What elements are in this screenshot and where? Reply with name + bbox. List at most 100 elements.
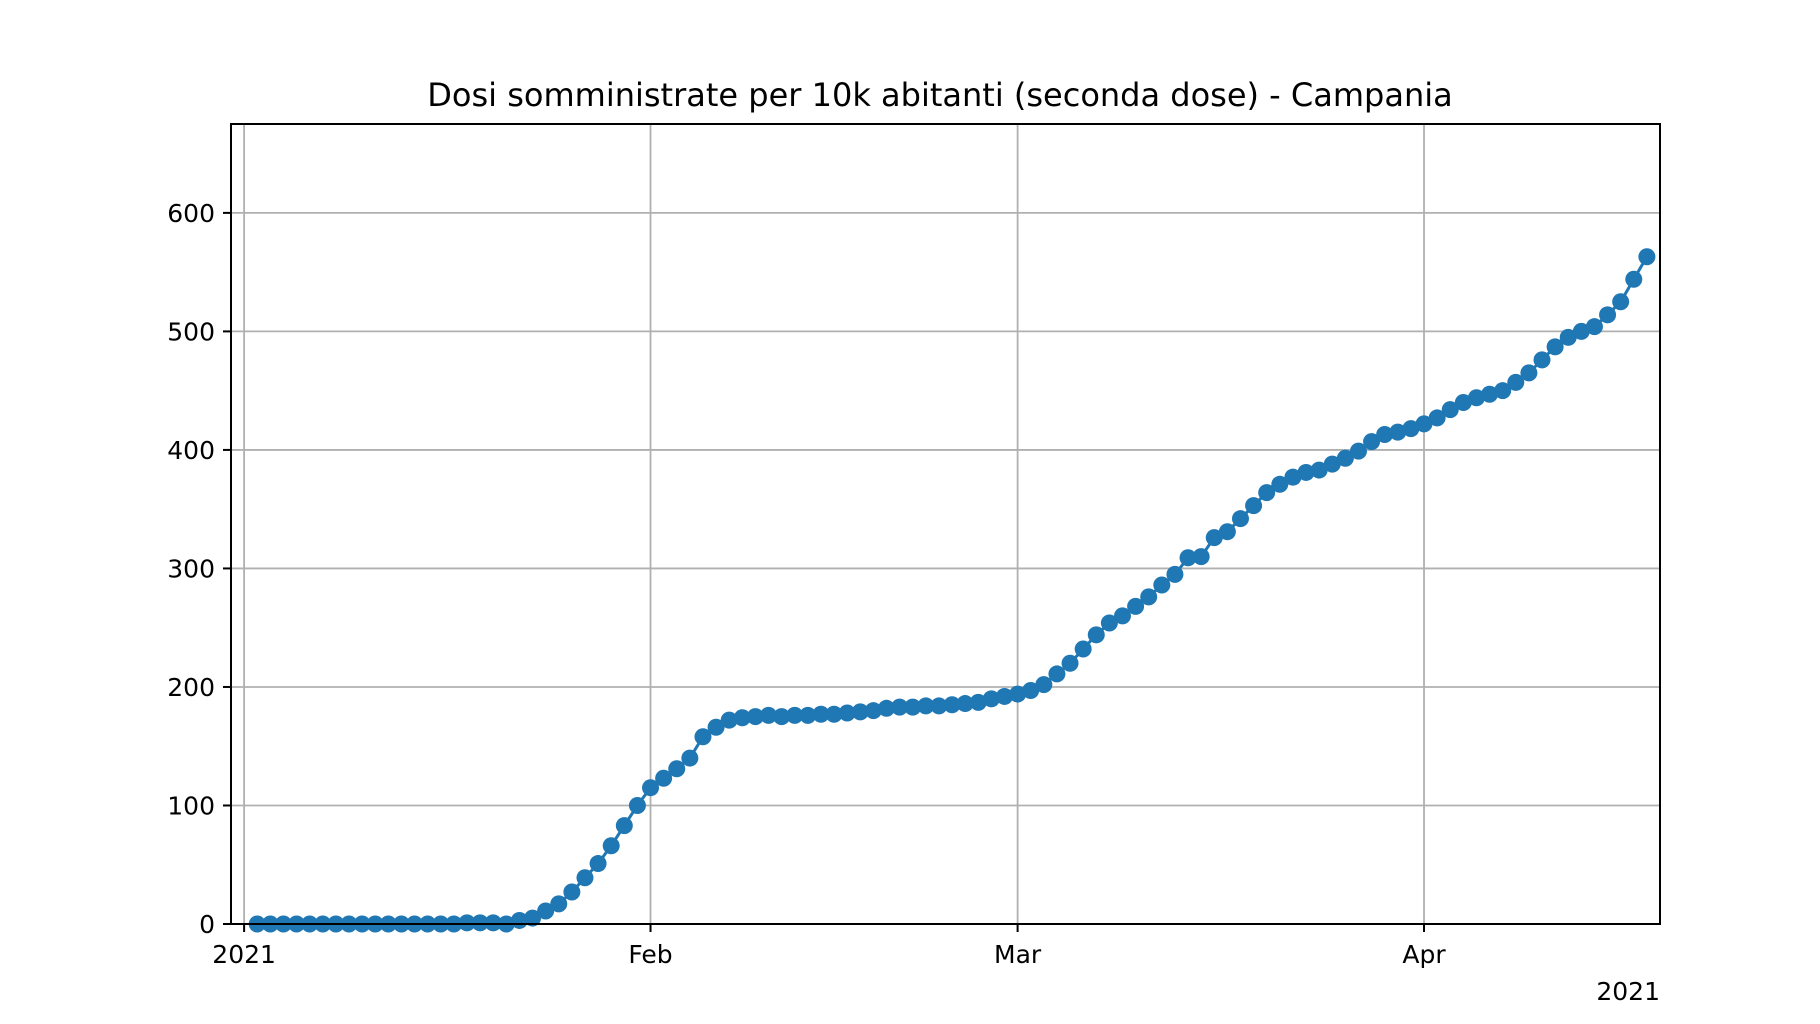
grid-layer — [231, 124, 1660, 925]
x-offset-label: 2021 — [1596, 977, 1660, 1006]
data-point — [1376, 426, 1394, 444]
chart-title: Dosi somministrate per 10k abitanti (sec… — [427, 76, 1452, 114]
y-tick-label: 500 — [167, 317, 215, 346]
data-point — [550, 895, 568, 913]
plot-frame — [230, 123, 1661, 925]
data-point — [1559, 328, 1577, 346]
data-point — [1113, 607, 1131, 625]
data-point — [1061, 654, 1079, 672]
data-point — [1572, 322, 1590, 340]
data-point — [1481, 385, 1499, 403]
data-point — [956, 695, 974, 713]
data-point — [1022, 682, 1040, 700]
data-point — [1389, 423, 1407, 441]
series-layer — [248, 248, 1656, 933]
data-point — [1349, 442, 1367, 460]
data-point — [694, 728, 712, 746]
data-point — [825, 705, 843, 723]
data-point — [1231, 510, 1249, 528]
data-point — [1625, 270, 1643, 288]
data-point — [589, 855, 607, 873]
data-point — [1140, 588, 1158, 606]
data-point — [1284, 468, 1302, 486]
data-point — [904, 698, 922, 716]
data-point — [878, 699, 896, 717]
data-point — [1153, 576, 1171, 594]
data-point — [458, 914, 476, 932]
data-point — [1323, 455, 1341, 473]
data-point — [851, 703, 869, 721]
data-point — [786, 706, 804, 724]
data-point — [1035, 676, 1053, 694]
data-point — [1585, 318, 1603, 336]
data-point — [720, 711, 738, 729]
y-tick-label: 200 — [167, 673, 215, 702]
data-point — [615, 817, 633, 835]
data-point — [1441, 401, 1459, 419]
data-point — [982, 690, 1000, 708]
data-point — [602, 837, 620, 855]
data-point — [1363, 433, 1381, 451]
data-point — [1507, 373, 1525, 391]
data-point — [1599, 306, 1617, 324]
x-tick-label: Mar — [994, 940, 1042, 969]
data-point — [484, 914, 502, 932]
data-point — [838, 704, 856, 722]
x-tick-label: Feb — [628, 940, 672, 969]
data-point — [642, 779, 660, 797]
data-point — [524, 909, 542, 927]
data-point — [1100, 614, 1118, 632]
data-point — [1454, 394, 1472, 412]
data-point — [1127, 597, 1145, 615]
data-point — [1048, 665, 1066, 683]
data-point — [1612, 293, 1630, 311]
data-point — [1415, 415, 1433, 433]
data-point — [1258, 484, 1276, 502]
data-point — [576, 869, 594, 887]
data-point — [1310, 461, 1328, 479]
x-tick-label: Apr — [1402, 940, 1446, 969]
data-point — [1297, 463, 1315, 481]
data-point — [1192, 548, 1210, 566]
x-tick-label: 2021 — [212, 940, 276, 969]
data-point — [746, 708, 764, 726]
data-point — [628, 796, 646, 814]
data-point — [537, 902, 555, 920]
data-point — [1271, 475, 1289, 493]
data-point — [1520, 364, 1538, 382]
data-point — [943, 696, 961, 714]
y-tick-label: 400 — [167, 436, 215, 465]
data-point — [1533, 351, 1551, 369]
data-point — [1494, 382, 1512, 400]
data-point — [563, 883, 581, 901]
data-point — [760, 706, 778, 724]
data-point — [891, 698, 909, 716]
data-point — [471, 914, 489, 932]
data-point — [1166, 565, 1184, 583]
data-point — [799, 706, 817, 724]
data-point — [655, 769, 673, 787]
y-tick-label: 100 — [167, 791, 215, 820]
data-point — [1179, 549, 1197, 567]
data-point — [1218, 523, 1236, 541]
data-point — [1205, 529, 1223, 547]
data-point — [1245, 497, 1263, 515]
data-point — [1402, 420, 1420, 438]
data-point — [917, 697, 935, 715]
y-tick-label: 0 — [199, 910, 215, 939]
data-point — [668, 760, 686, 778]
data-point — [930, 697, 948, 715]
data-point — [707, 718, 725, 736]
data-point — [773, 708, 791, 726]
data-point — [1336, 449, 1354, 467]
ticks-layer: 2021 Feb Mar Apr 0 100 200 300 400 500 600 — [167, 199, 1446, 969]
data-point — [1087, 626, 1105, 644]
data-point — [969, 693, 987, 711]
data-point — [1074, 640, 1092, 658]
data-point — [1546, 338, 1564, 356]
data-point — [864, 702, 882, 720]
data-point — [681, 749, 699, 767]
y-tick-label: 600 — [167, 199, 215, 228]
data-point — [1009, 685, 1027, 703]
